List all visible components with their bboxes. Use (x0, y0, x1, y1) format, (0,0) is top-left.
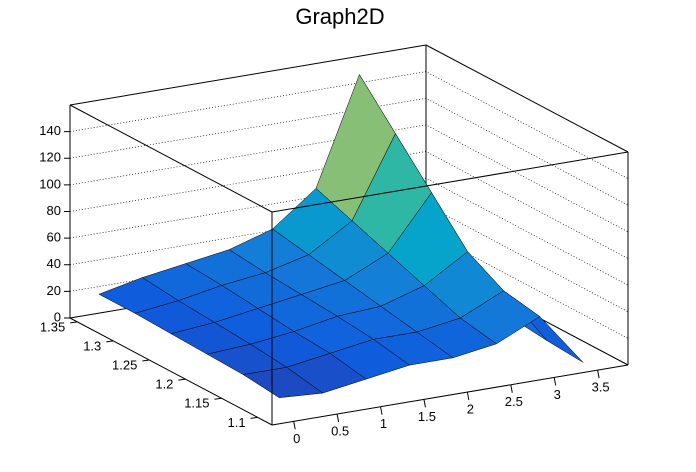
x-tick-label: 2.5 (505, 394, 523, 409)
y-tick-label: 1.35 (40, 319, 65, 334)
y-tick-label: 1.2 (155, 377, 173, 392)
x-tick (423, 399, 426, 408)
y-tick-label: 1.3 (83, 338, 101, 353)
x-tick-label: 2 (467, 402, 474, 417)
z-tick-label: 80 (47, 203, 61, 218)
z-tick-label: 0 (54, 309, 61, 324)
grid-line (69, 71, 629, 179)
x-tick-label: 1 (380, 416, 387, 431)
x-tick (553, 377, 557, 386)
z-tick-label: 40 (47, 256, 61, 271)
y-tick (70, 321, 78, 324)
box-edge (69, 104, 273, 213)
box-edge (69, 44, 427, 106)
chart-title: Graph2D (295, 4, 384, 29)
y-tick (106, 340, 114, 343)
grid-line (69, 177, 629, 286)
y-tick-label: 1.25 (112, 357, 137, 372)
y-tick (250, 416, 258, 419)
y-tick (142, 359, 150, 362)
x-tick-label: 3.5 (592, 380, 610, 395)
x-tick-label: 0.5 (331, 423, 349, 438)
x-tick-label: 0 (293, 431, 300, 446)
z-tick-label: 120 (39, 150, 61, 165)
grid-line (69, 124, 629, 233)
surface-cell (242, 367, 324, 398)
box-edge (271, 151, 629, 213)
x-tick (293, 421, 296, 430)
box-edge (69, 317, 273, 426)
grid-line (69, 204, 629, 313)
box-edge (271, 364, 629, 426)
x-tick (597, 370, 600, 379)
grid-line (69, 97, 629, 206)
grid-line (69, 151, 629, 259)
x-tick (380, 406, 383, 415)
z-tick-label: 100 (39, 176, 61, 191)
x-tick (336, 413, 340, 423)
x-tick-label: 3 (554, 387, 561, 402)
y-tick-label: 1.1 (227, 415, 245, 430)
z-tick-label: 20 (47, 283, 61, 298)
y-tick (214, 397, 222, 400)
y-tick (178, 378, 186, 381)
x-tick (466, 391, 470, 401)
x-tick (510, 384, 513, 393)
y-tick-label: 1.15 (184, 396, 209, 411)
box-edge (425, 44, 629, 153)
z-tick-label: 60 (47, 230, 61, 245)
z-tick-label: 140 (39, 123, 61, 138)
x-tick-label: 1.5 (418, 409, 436, 424)
